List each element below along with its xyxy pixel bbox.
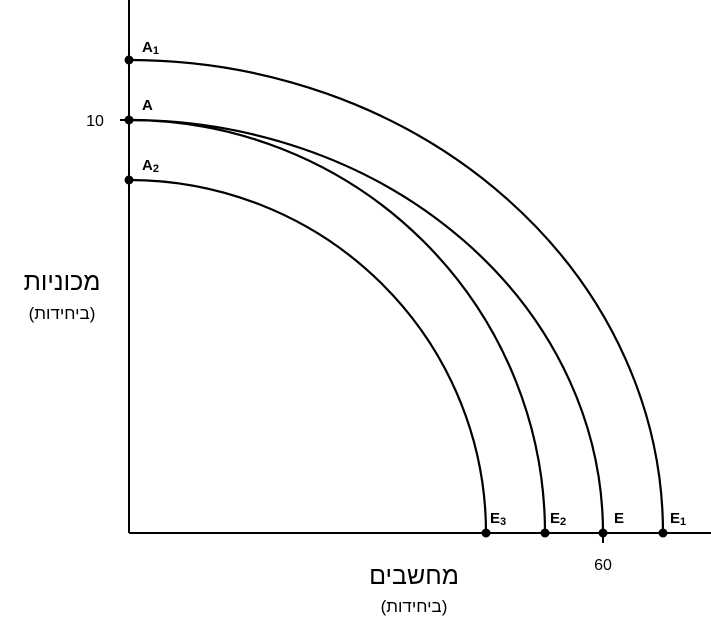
y-axis-unit: (ביחידות) (29, 304, 96, 323)
dots (124, 55, 668, 538)
point-label: E1 (670, 510, 686, 528)
point-label: A (142, 97, 153, 114)
curves (128, 58, 665, 534)
point-name: A (142, 157, 153, 174)
curve-a1-e1 (128, 58, 665, 534)
x-axis-label: מחשבים (369, 562, 459, 590)
axes (120, 0, 711, 543)
point-label: A1 (142, 39, 159, 57)
dot (658, 528, 668, 538)
point-subscript: 2 (560, 516, 566, 528)
x-tick-label: 60 (594, 557, 612, 574)
point-name: E (614, 510, 624, 527)
point-name: A (142, 39, 153, 56)
dot (540, 528, 550, 538)
point-label: E (614, 510, 624, 527)
point-subscript: 1 (680, 516, 686, 528)
curve-a-e (128, 118, 605, 534)
y-axis-label: מכוניות (24, 268, 101, 296)
point-name: A (142, 97, 153, 114)
dot (124, 55, 134, 65)
point-subscript: 2 (153, 163, 159, 175)
curve-a-e2 (128, 118, 547, 534)
point-label: E3 (490, 510, 506, 528)
dot (481, 528, 491, 538)
x-axis-unit: (ביחידות) (381, 597, 448, 616)
dot (124, 175, 134, 185)
point-name: E (670, 510, 680, 527)
curve-a2-e3 (128, 178, 488, 534)
point-subscript: 1 (153, 45, 159, 57)
point-name: E (490, 510, 500, 527)
point-name: E (550, 510, 560, 527)
point-label: E2 (550, 510, 566, 528)
dot (124, 115, 134, 125)
point-subscript: 3 (500, 516, 506, 528)
dot (598, 528, 608, 538)
point-label: A2 (142, 157, 159, 175)
y-tick-label: 10 (86, 113, 104, 130)
